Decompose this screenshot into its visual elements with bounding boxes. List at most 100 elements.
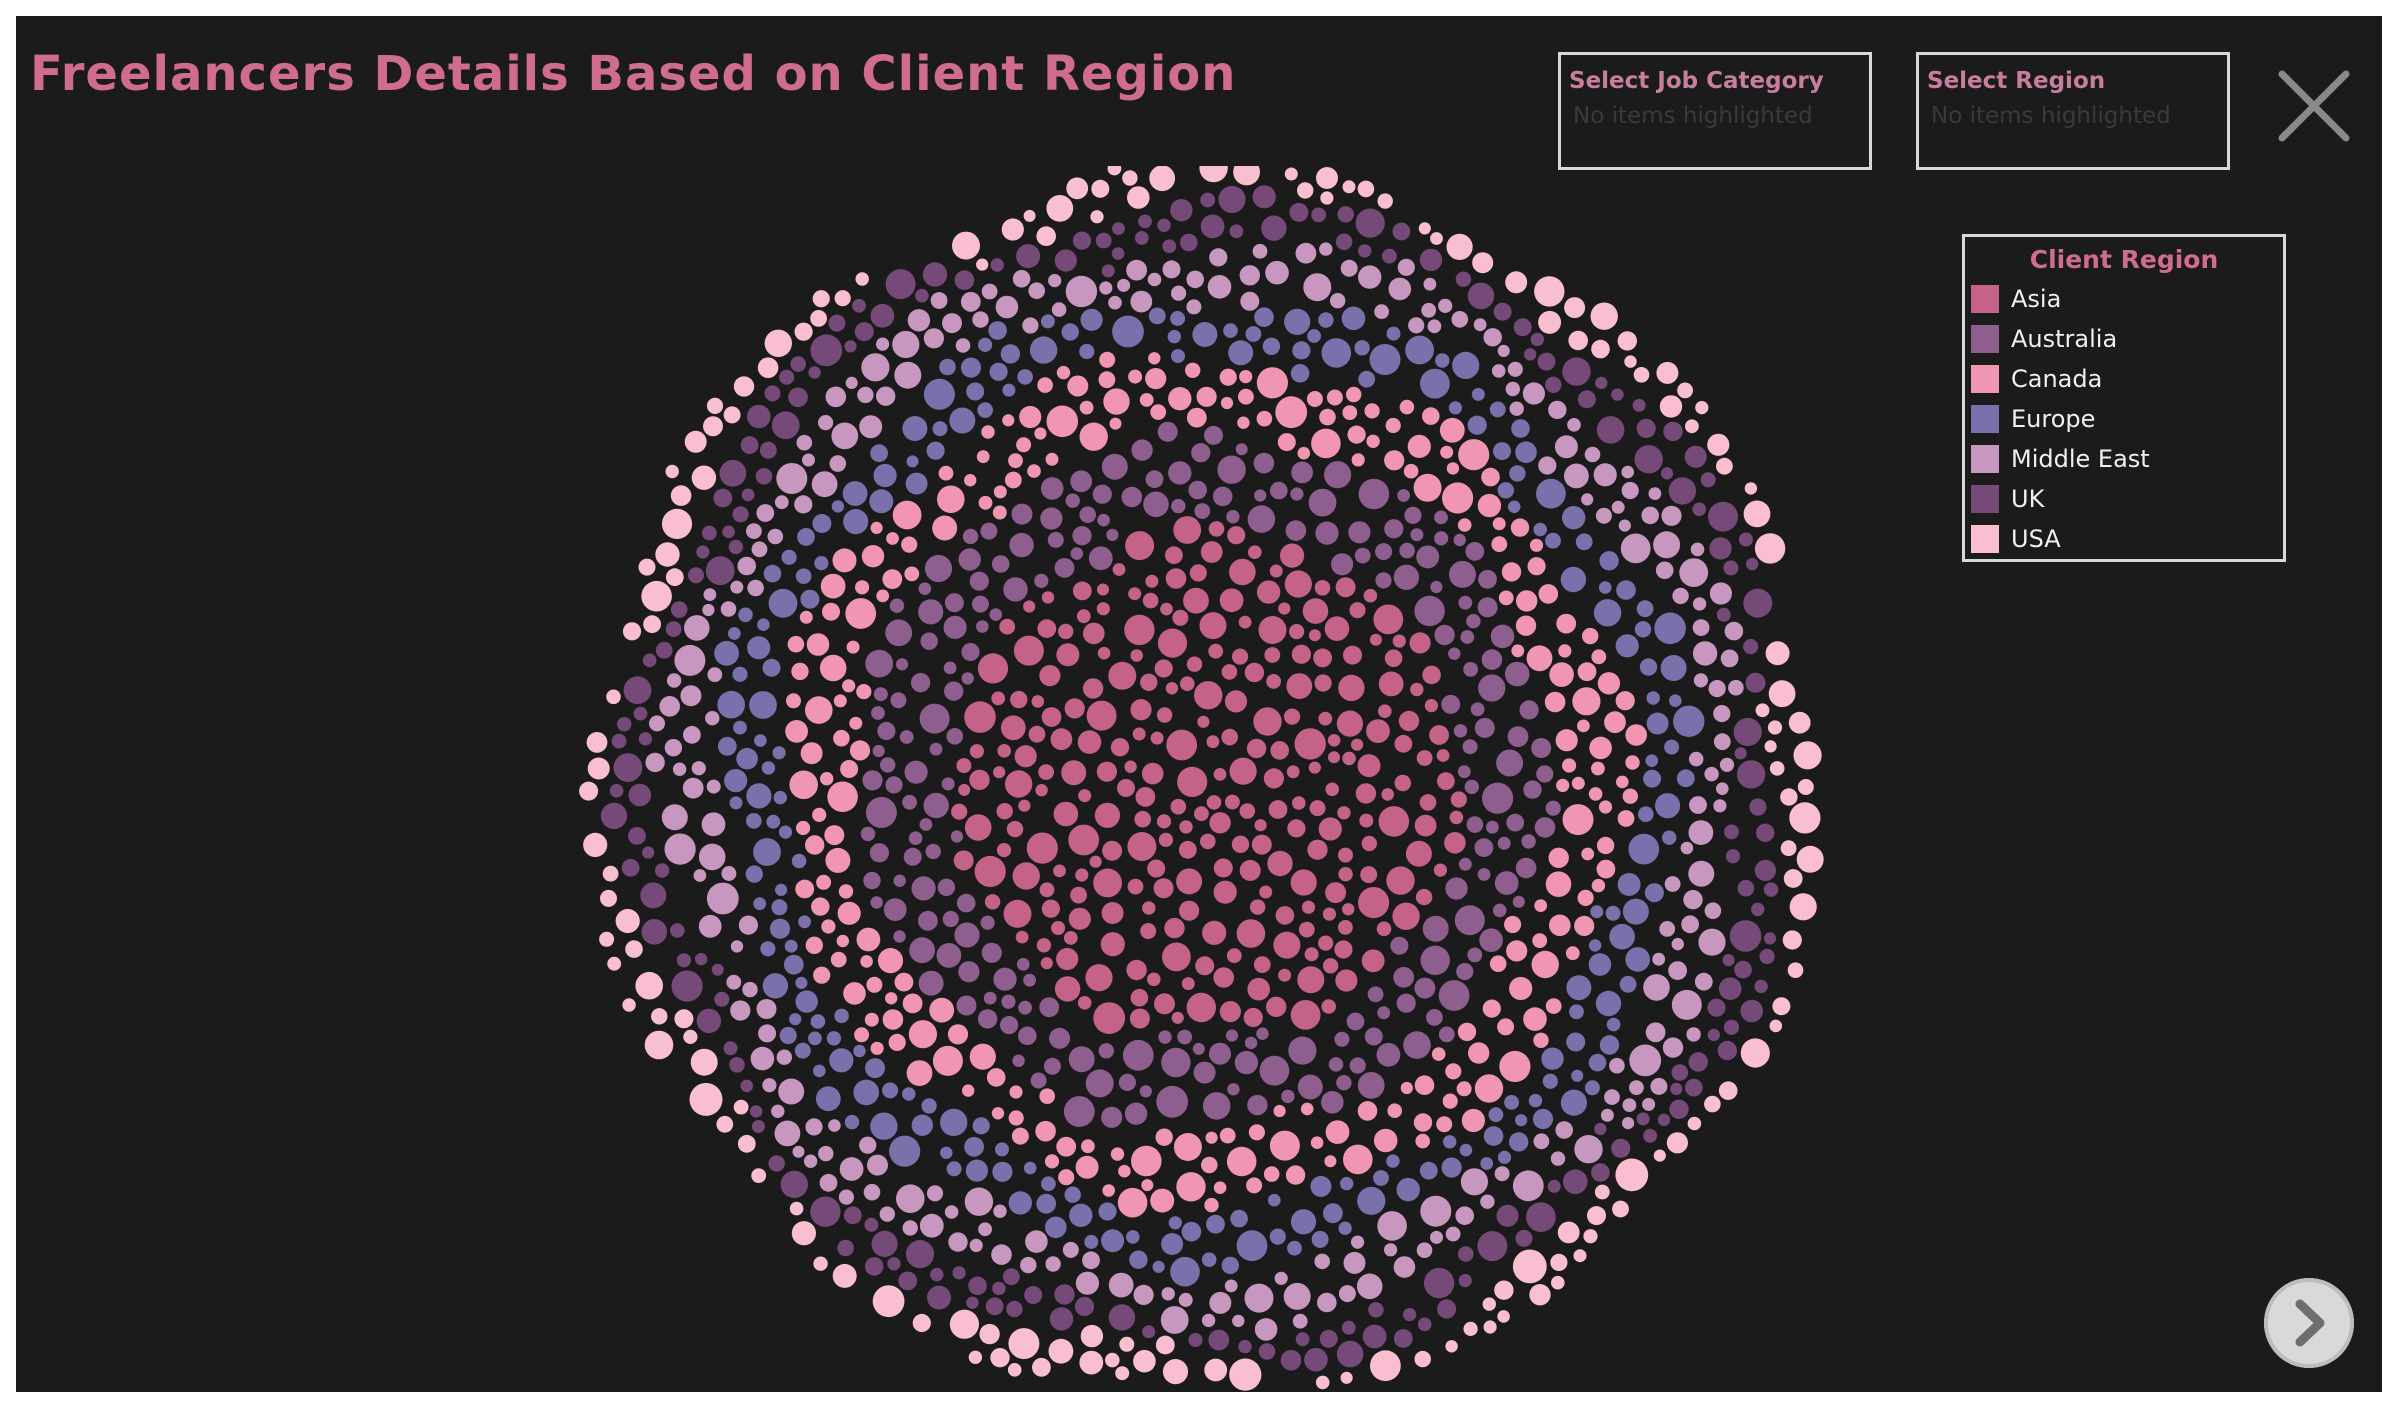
bubble-usa[interactable] (1789, 802, 1821, 834)
bubble-middle-east[interactable] (1232, 1314, 1245, 1328)
bubble-middle-east[interactable] (1609, 1057, 1625, 1074)
bubble-asia[interactable] (1160, 602, 1173, 616)
bubble-canada[interactable] (886, 532, 899, 545)
bubble-canada[interactable] (885, 992, 898, 1005)
bubble-asia[interactable] (1328, 751, 1340, 764)
bubble-australia[interactable] (1494, 871, 1519, 895)
bubble-middle-east[interactable] (1713, 799, 1727, 813)
bubble-uk[interactable] (611, 733, 627, 749)
bubble-middle-east[interactable] (818, 1145, 834, 1162)
bubble-australia[interactable] (1040, 477, 1064, 500)
bubble-middle-east[interactable] (894, 361, 922, 389)
bubble-asia[interactable] (1127, 878, 1144, 895)
bubble-australia[interactable] (1054, 558, 1075, 578)
bubble-middle-east[interactable] (1704, 902, 1722, 919)
bubble-canada[interactable] (876, 589, 890, 603)
bubble-uk[interactable] (1754, 979, 1768, 994)
bubble-usa[interactable] (602, 865, 619, 882)
bubble-usa[interactable] (651, 1008, 668, 1025)
bubble-middle-east[interactable] (839, 1157, 864, 1181)
bubble-asia[interactable] (1327, 734, 1341, 747)
bubble-middle-east[interactable] (1550, 1151, 1566, 1166)
bubble-australia[interactable] (1448, 647, 1461, 660)
bubble-australia[interactable] (1375, 572, 1392, 589)
bubble-canada[interactable] (840, 760, 859, 778)
bubble-australia[interactable] (989, 608, 1003, 621)
bubble-uk[interactable] (701, 525, 717, 541)
bubble-asia[interactable] (1424, 699, 1438, 713)
bubble-middle-east[interactable] (1283, 1282, 1311, 1310)
bubble-australia[interactable] (1519, 700, 1539, 720)
bubble-canada[interactable] (1008, 453, 1023, 468)
bubble-middle-east[interactable] (721, 866, 737, 881)
bubble-australia[interactable] (1324, 461, 1352, 489)
bubble-australia[interactable] (958, 548, 981, 571)
bubble-asia[interactable] (977, 653, 1009, 684)
bubble-europe[interactable] (762, 973, 789, 999)
bubble-australia[interactable] (1478, 569, 1497, 589)
bubble-asia[interactable] (969, 769, 990, 790)
bubble-usa[interactable] (1149, 166, 1176, 192)
bubble-asia[interactable] (1318, 817, 1342, 841)
bubble-canada[interactable] (1492, 517, 1506, 531)
bubble-usa[interactable] (1418, 222, 1431, 235)
bubble-middle-east[interactable] (1209, 248, 1228, 267)
bubble-canada[interactable] (1531, 950, 1559, 979)
bubble-usa[interactable] (1284, 167, 1298, 181)
bubble-europe[interactable] (1625, 947, 1650, 972)
bubble-asia[interactable] (1199, 612, 1227, 640)
bubble-europe[interactable] (733, 720, 747, 735)
bubble-asia[interactable] (1075, 868, 1089, 882)
bubble-australia[interactable] (993, 967, 1017, 991)
bubble-australia[interactable] (1191, 443, 1211, 463)
bubble-europe[interactable] (814, 556, 829, 571)
bubble-europe[interactable] (1080, 308, 1103, 331)
bubble-middle-east[interactable] (1162, 260, 1181, 279)
bubble-canada[interactable] (813, 966, 831, 984)
bubble-europe[interactable] (1497, 482, 1514, 499)
bubble-asia[interactable] (1239, 803, 1256, 819)
bubble-middle-east[interactable] (831, 422, 859, 450)
bubble-canada[interactable] (1342, 405, 1358, 420)
bubble-canada[interactable] (1474, 1074, 1504, 1103)
bubble-australia[interactable] (903, 847, 922, 866)
bubble-middle-east[interactable] (1595, 507, 1612, 524)
bubble-australia[interactable] (954, 922, 980, 948)
bubble-europe[interactable] (844, 1114, 860, 1130)
bubble-uk[interactable] (1716, 607, 1731, 622)
bubble-canada[interactable] (806, 633, 830, 656)
bubble-europe[interactable] (724, 769, 748, 793)
bubble-usa[interactable] (600, 889, 617, 907)
bubble-europe[interactable] (1040, 314, 1055, 329)
bubble-canada[interactable] (1533, 1032, 1549, 1048)
bubble-middle-east[interactable] (1645, 1022, 1666, 1043)
bubble-asia[interactable] (1366, 719, 1390, 743)
bubble-australia[interactable] (1434, 624, 1455, 646)
bubble-uk[interactable] (1668, 477, 1697, 505)
bubble-australia[interactable] (1458, 595, 1473, 610)
bubble-europe[interactable] (1221, 1256, 1239, 1275)
bubble-uk[interactable] (642, 653, 657, 668)
bubble-australia[interactable] (1393, 966, 1415, 988)
bubble-middle-east[interactable] (1048, 274, 1062, 288)
bubble-europe[interactable] (778, 825, 793, 839)
bubble-asia[interactable] (1013, 635, 1044, 666)
bubble-australia[interactable] (1068, 1046, 1095, 1073)
bubble-uk[interactable] (1142, 1325, 1156, 1339)
bubble-usa[interactable] (1090, 210, 1104, 224)
bubble-canada[interactable] (838, 884, 854, 899)
bubble-middle-east[interactable] (1421, 302, 1437, 318)
bubble-usa[interactable] (1472, 252, 1494, 274)
bubble-uk[interactable] (1692, 502, 1706, 517)
bubble-uk[interactable] (1419, 248, 1443, 272)
bubble-uk[interactable] (623, 676, 652, 705)
bubble-asia[interactable] (1097, 583, 1109, 596)
bubble-uk[interactable] (771, 411, 800, 440)
bubble-middle-east[interactable] (811, 471, 838, 498)
bubble-uk[interactable] (1112, 222, 1125, 235)
bubble-europe[interactable] (988, 321, 1007, 340)
bubble-asia[interactable] (1077, 730, 1102, 754)
bubble-asia[interactable] (1244, 662, 1265, 683)
bubble-canada[interactable] (947, 1024, 969, 1045)
bubble-europe[interactable] (795, 976, 808, 990)
